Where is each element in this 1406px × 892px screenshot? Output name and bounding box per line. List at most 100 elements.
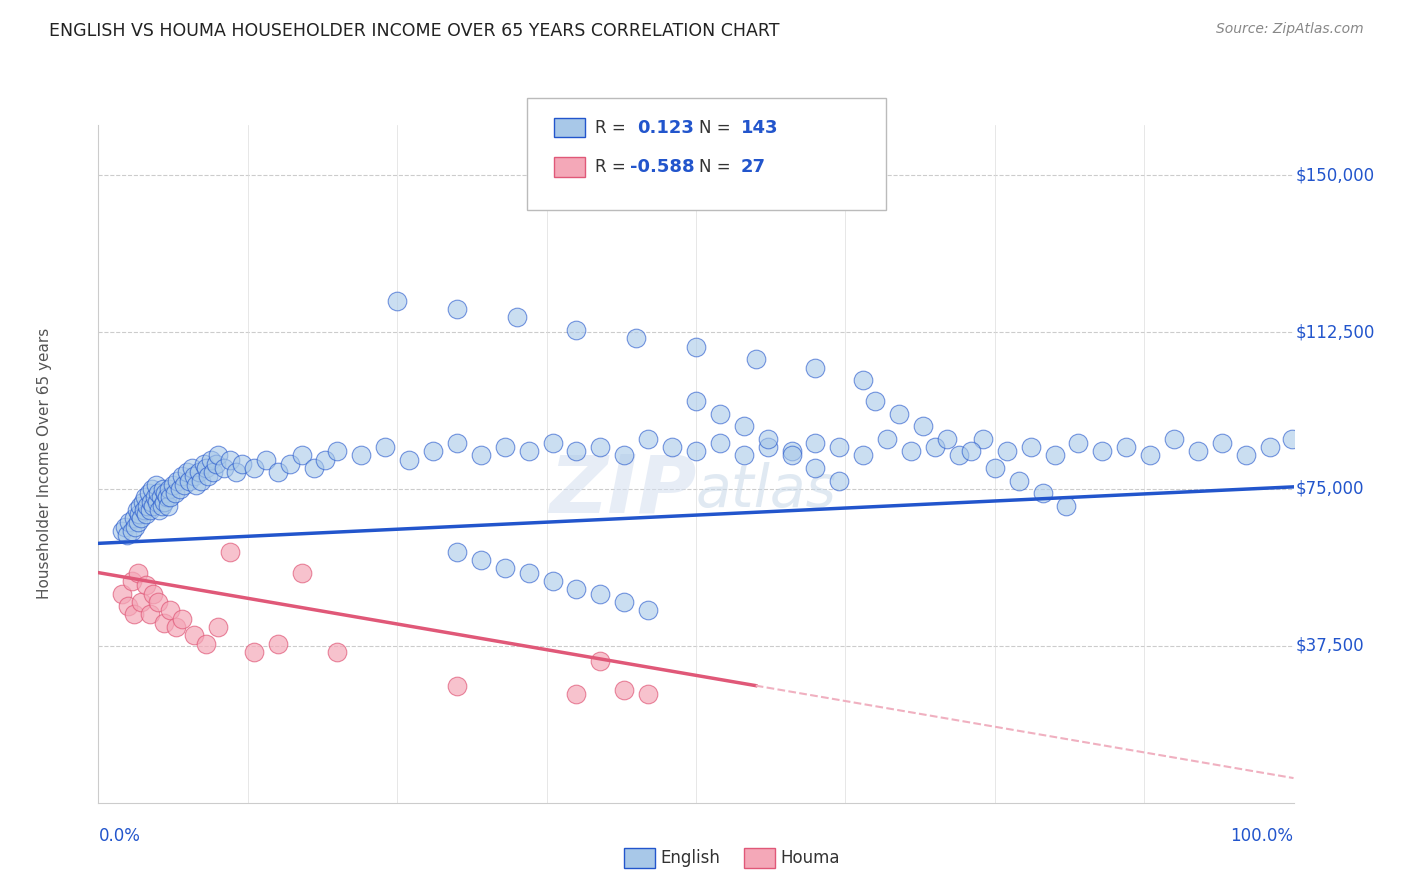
Point [183, 469, 205, 483]
Point [135, 507, 157, 521]
Point [1091, 444, 1114, 458]
Point [589, 653, 612, 667]
Point [124, 511, 146, 525]
Text: English: English [661, 849, 721, 867]
Point [127, 516, 149, 530]
Point [326, 444, 349, 458]
Point [202, 465, 225, 479]
Point [125, 503, 148, 517]
Text: $112,500: $112,500 [1296, 323, 1375, 341]
Point [153, 615, 176, 630]
Point [565, 687, 588, 701]
Point [278, 457, 301, 471]
Point [204, 457, 226, 471]
Point [1019, 440, 1042, 454]
Point [200, 452, 222, 467]
Point [804, 360, 827, 375]
Point [118, 516, 141, 530]
Point [219, 545, 242, 559]
Point [155, 486, 177, 500]
Point [565, 323, 588, 337]
Point [267, 637, 290, 651]
Point [302, 461, 325, 475]
Point [863, 394, 886, 409]
Point [212, 461, 235, 475]
Text: Houma: Houma [780, 849, 839, 867]
Point [506, 310, 529, 325]
Point [132, 503, 155, 517]
Point [131, 494, 153, 508]
Point [780, 449, 803, 463]
Point [121, 524, 143, 538]
Point [159, 603, 181, 617]
Point [1234, 449, 1257, 463]
Point [131, 595, 153, 609]
Point [733, 419, 755, 434]
Point [637, 432, 659, 446]
Point [995, 444, 1018, 458]
Point [290, 566, 312, 580]
Text: R =: R = [595, 119, 626, 136]
Point [541, 574, 564, 588]
Text: $37,500: $37,500 [1296, 637, 1365, 655]
Point [470, 449, 492, 463]
Point [290, 449, 312, 463]
Point [142, 499, 165, 513]
Point [613, 449, 636, 463]
Point [169, 482, 191, 496]
Point [756, 432, 779, 446]
Text: R =: R = [595, 158, 626, 176]
Point [194, 637, 217, 651]
Text: N =: N = [699, 119, 730, 136]
Text: 0.123: 0.123 [637, 119, 693, 136]
Point [446, 436, 468, 450]
Text: atlas: atlas [696, 462, 837, 519]
Point [876, 432, 898, 446]
Text: ZIP: ZIP [548, 452, 696, 530]
Point [146, 494, 169, 508]
Point [225, 465, 247, 479]
Point [398, 452, 420, 467]
Point [124, 519, 146, 533]
Point [745, 352, 768, 367]
Point [828, 474, 851, 488]
Point [589, 440, 612, 454]
Point [187, 465, 209, 479]
Point [948, 449, 970, 463]
Point [193, 457, 215, 471]
Point [709, 436, 731, 450]
Text: 0.0%: 0.0% [98, 827, 141, 845]
Point [350, 449, 373, 463]
Point [804, 461, 827, 475]
Point [172, 612, 194, 626]
Point [111, 524, 134, 538]
Text: Householder Income Over 65 years: Householder Income Over 65 years [37, 328, 52, 599]
Point [173, 477, 195, 491]
Point [756, 440, 779, 454]
Point [1054, 499, 1078, 513]
Point [446, 679, 468, 693]
Point [243, 645, 266, 659]
Point [709, 407, 731, 421]
Point [494, 440, 516, 454]
Point [326, 645, 349, 659]
Point [804, 436, 827, 450]
Point [219, 452, 242, 467]
Point [156, 499, 179, 513]
Point [624, 331, 647, 345]
Point [613, 595, 636, 609]
Point [143, 491, 166, 505]
Point [1007, 474, 1029, 488]
Point [733, 449, 755, 463]
Point [661, 440, 683, 454]
Point [141, 482, 163, 496]
Point [828, 440, 851, 454]
Point [114, 519, 136, 533]
Point [470, 553, 492, 567]
Point [148, 486, 170, 500]
Point [315, 452, 337, 467]
Point [374, 440, 396, 454]
Point [207, 620, 229, 634]
Point [176, 465, 198, 479]
Point [935, 432, 957, 446]
